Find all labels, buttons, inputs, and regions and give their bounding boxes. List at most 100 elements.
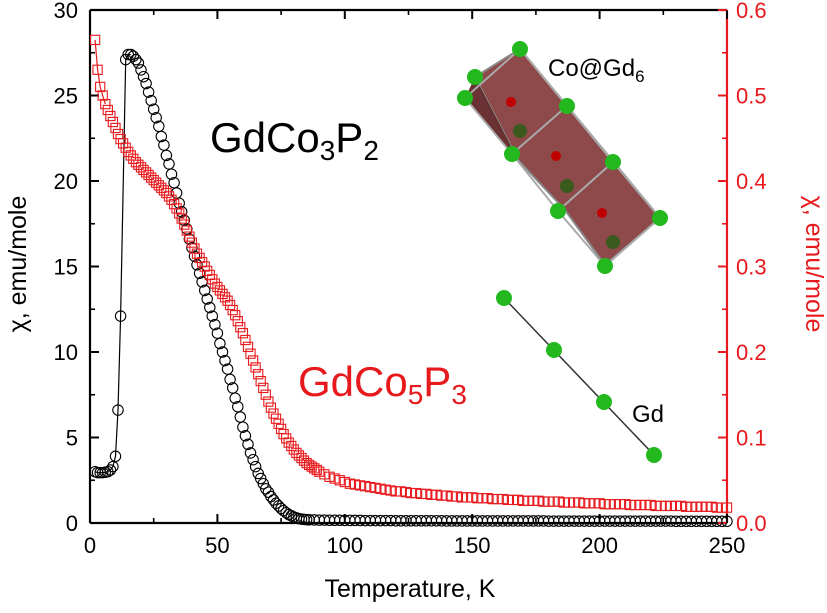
gdco3p2-point [224, 373, 236, 386]
gdco3p2-point [150, 111, 162, 124]
gdco3p2-point [132, 57, 145, 69]
gdco5p3-point [186, 237, 198, 248]
y-axis-right-title: χ, emu/mole [800, 196, 827, 333]
gdco3p2-point [237, 421, 249, 433]
y-left-tick-label: 10 [54, 340, 78, 365]
gdco3p2-point [257, 477, 270, 490]
gdco3p2-point [214, 337, 226, 350]
co-atom [551, 151, 561, 161]
gdco5p3-point [255, 375, 266, 387]
gdco5p3-point [265, 402, 277, 413]
x-tick-label: 100 [326, 533, 363, 558]
gdco5p3-point [242, 341, 254, 353]
gdco3p2-point [204, 301, 216, 314]
gdco3p2-point [254, 472, 267, 485]
gd-atom [457, 90, 473, 106]
y-left-tick-label: 30 [54, 0, 78, 23]
gdco5p3-point [92, 64, 103, 75]
gdco3p2-point [140, 77, 152, 90]
gdco3p2-point [229, 392, 241, 404]
gdco5p3-point [89, 34, 101, 46]
gdco3p2-point [160, 149, 173, 162]
gdco5p3-point [100, 98, 111, 110]
gdco5p3-point [237, 328, 249, 339]
gdco5p3-point [240, 334, 251, 346]
gd-atom [504, 146, 520, 162]
x-axis-title: Temperature, K [325, 575, 496, 603]
x-tick-label: 0 [84, 533, 96, 558]
y-right-tick-label: 0.4 [736, 169, 767, 194]
gd-atom [606, 235, 620, 249]
gdco5p3-point [230, 310, 241, 321]
gdco5p3-point [258, 382, 269, 394]
gdco3p2-point [147, 103, 160, 115]
x-tick-label: 200 [581, 533, 618, 558]
gdco3p2-point [249, 460, 262, 473]
gdco3p2-point [219, 354, 231, 367]
gdco3p2-point [244, 447, 257, 459]
gdco3p2-point [209, 318, 221, 331]
gdco3p2-point [142, 86, 155, 98]
gd-atom [560, 179, 574, 193]
crystal-structure-inset [457, 41, 668, 463]
gdco3p2-point [145, 94, 157, 107]
co-atom [506, 97, 516, 107]
y-left-tick-label: 0 [66, 511, 78, 536]
co-atom [597, 208, 607, 218]
gdco5p3-point [102, 104, 113, 116]
gd-atom [467, 69, 483, 85]
gd-atom [646, 447, 662, 463]
gd-atom [550, 203, 566, 219]
gd-atom [512, 41, 528, 57]
gdco3p2-point [721, 515, 733, 528]
x-tick-label: 150 [454, 533, 491, 558]
chain-label: Gd [632, 401, 664, 428]
gdco5p3-point [97, 90, 108, 101]
plot-area [89, 34, 733, 528]
gdco3p2-point [137, 70, 150, 83]
x-tick-label: 250 [709, 533, 746, 558]
polyhedron-edge [464, 48, 521, 99]
axes: 0 50 100 150 200 250 0 5 10 15 20 25 30 0.0 0.1 0.2 0.3 0… [54, 0, 767, 558]
gdco5p3-point [107, 116, 119, 128]
gdco3p2-point [165, 168, 178, 180]
gdco5p3-point [247, 355, 259, 366]
gdco5p3-point [176, 213, 187, 224]
gdco5p3-point [260, 389, 271, 400]
gdco3p2-point [206, 310, 219, 322]
gdco3p2-point [242, 438, 254, 451]
gd-atom [496, 290, 512, 306]
gd-atom [652, 210, 668, 226]
gd-atom [605, 154, 621, 170]
polyhedron-edge [557, 161, 614, 212]
gdco5p3-point [179, 219, 190, 230]
gdco5p3-point [110, 122, 121, 134]
gdco5p3-point [245, 348, 256, 359]
gdco5p3-point [181, 225, 192, 236]
y-left-tick-label: 20 [54, 169, 78, 194]
gd-atom [559, 98, 575, 114]
y-left-tick-label: 25 [54, 84, 78, 109]
gdco3p2-point [239, 430, 252, 442]
cluster-label: Co@Gd6 [548, 55, 645, 86]
gdco3p2-point [247, 453, 259, 466]
gdco3p2-point [112, 404, 124, 416]
gdco3p2-point [234, 411, 247, 423]
gdco5p3-point [721, 502, 733, 513]
gdco3p2-point [216, 346, 229, 358]
y-right-tick-label: 0.0 [736, 511, 767, 536]
gdco3p2-point [716, 515, 728, 528]
gd-atom [596, 394, 612, 410]
gdco5p3-point [184, 231, 195, 242]
y-left-tick-label: 5 [66, 426, 78, 451]
gdco3p2-point [130, 53, 142, 66]
gd-chain-bond [503, 297, 655, 456]
x-tick-label: 50 [205, 533, 229, 558]
compound-2-label: GdCo5P3 [298, 358, 467, 410]
gd-atom [597, 258, 613, 274]
y-right-tick-label: 0.3 [736, 255, 767, 280]
gdco5p3-point [232, 316, 243, 327]
gdco5p3-point [235, 322, 246, 333]
gdco3p2-point [135, 64, 147, 76]
